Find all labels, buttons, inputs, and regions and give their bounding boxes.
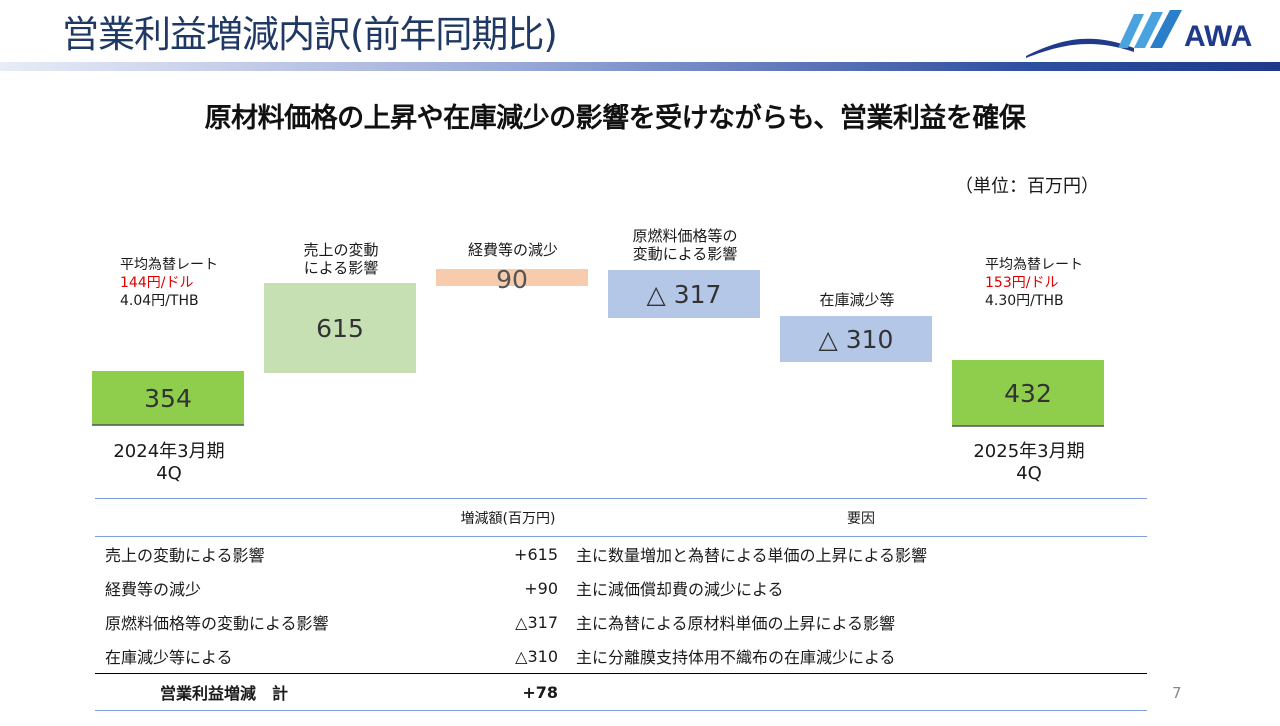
table-total-row: 営業利益増減 計 +78 <box>95 673 1147 711</box>
waterfall-bar <box>780 316 932 362</box>
table-cell-item: 営業利益増減 計 <box>95 673 457 711</box>
bar-label-line: 売上の変動 <box>303 241 379 259</box>
waterfall-bar <box>92 371 244 425</box>
table-header-row: 増減額(百万円) 要因 <box>95 498 1147 537</box>
table-cell-item: 経費等の減少 <box>105 580 202 599</box>
bar-label-raw-materials: 原燃料価格等の 変動による影響 <box>609 227 761 263</box>
bar-value-label: 90 <box>496 265 528 294</box>
period-label-end: 2025年3月期 4Q <box>954 441 1104 485</box>
period-line: 4Q <box>156 463 182 484</box>
bar-value-label: 615 <box>316 314 364 343</box>
logo-text: AWA <box>1184 20 1252 53</box>
logo-stripe <box>1134 12 1163 48</box>
table-cell-amount: △310 <box>515 646 558 666</box>
waterfall-bar <box>608 270 760 318</box>
bar-value-label: △ 310 <box>819 325 894 354</box>
table-cell-reason: 主に為替による原材料単価の上昇による影響 <box>576 614 896 633</box>
table-header-cell: 要因 <box>562 498 1147 537</box>
fx-title: 平均為替レート <box>985 257 1083 273</box>
waterfall-bar <box>952 360 1104 426</box>
unit-label: （単位：百万円） <box>955 176 1099 197</box>
logo-stripe <box>1150 10 1182 48</box>
bar-label-line: 在庫減少等 <box>819 291 895 309</box>
table-row: 在庫減少等による △310 主に分離膜支持体用不織布の在庫減少による <box>95 639 1147 674</box>
company-logo: AWA <box>1026 10 1252 58</box>
period-line: 2024年3月期 <box>113 441 225 462</box>
table-row: 売上の変動による影響 +615 主に数量増加と為替による単価の上昇による影響 <box>95 537 1147 572</box>
waterfall-chart: 354 615 90 △ 317 △ 310 432 <box>92 265 1104 427</box>
fx-rate-left: 平均為替レート 144円/ドル 4.04円/THB <box>120 256 218 310</box>
fx-rate-right: 平均為替レート 153円/ドル 4.30円/THB <box>985 256 1083 310</box>
table-cell-amount: △317 <box>515 612 558 632</box>
table-cell-reason <box>562 673 1147 711</box>
table-cell-amount: +615 <box>514 544 558 564</box>
logo-stripe <box>1118 14 1144 48</box>
waterfall-bar <box>264 283 416 373</box>
fx-thb: 4.30円/THB <box>985 293 1064 309</box>
page-title: 営業利益増減内訳(前年同期比) <box>62 13 558 56</box>
bar-label-expenses: 経費等の減少 <box>437 241 589 259</box>
table-row: 経費等の減少 +90 主に減価償却費の減少による <box>95 571 1147 605</box>
table-cell-item: 売上の変動による影響 <box>105 546 265 565</box>
table-cell-reason: 主に減価償却費の減少による <box>576 580 784 599</box>
bar-label-sales: 売上の変動 による影響 <box>266 241 416 277</box>
table-header-cell <box>95 498 457 537</box>
table-cell-amount: +90 <box>524 578 558 598</box>
bar-label-line: 変動による影響 <box>632 245 738 263</box>
bar-value-label: △ 317 <box>647 280 722 309</box>
table-header-cell: 増減額(百万円) <box>457 498 562 537</box>
period-line: 2025年3月期 <box>973 441 1085 462</box>
table-cell-amount: +78 <box>457 673 562 711</box>
bar-label-line: 原燃料価格等の <box>632 227 738 245</box>
bar-label-line: 経費等の減少 <box>467 241 558 259</box>
table-row: 原燃料価格等の変動による影響 △317 主に為替による原材料単価の上昇による影響 <box>95 605 1147 639</box>
bar-label-inventory: 在庫減少等 <box>781 291 933 309</box>
slide-subtitle: 原材料価格の上昇や在庫減少の影響を受けながらも、営業利益を確保 <box>204 103 1026 134</box>
table-cell-reason: 主に数量増加と為替による単価の上昇による影響 <box>576 546 928 565</box>
fx-thb: 4.04円/THB <box>120 293 199 309</box>
fx-usd: 144円/ドル <box>120 275 194 291</box>
waterfall-bar <box>436 269 588 286</box>
fx-title: 平均為替レート <box>120 257 218 273</box>
table-cell-item: 在庫減少等による <box>105 648 233 667</box>
breakdown-table: 増減額(百万円) 要因 売上の変動による影響 +615 主に数量増加と為替による… <box>95 498 1147 711</box>
header-divider-bar <box>0 62 1280 71</box>
period-line: 4Q <box>1016 463 1042 484</box>
bar-value-label: 354 <box>144 384 192 413</box>
table-cell-reason: 主に分離膜支持体用不織布の在庫減少による <box>576 648 896 667</box>
period-label-start: 2024年3月期 4Q <box>94 441 244 485</box>
bar-label-line: による影響 <box>303 259 379 277</box>
fx-usd: 153円/ドル <box>985 275 1059 291</box>
bar-value-label: 432 <box>1004 379 1052 408</box>
table-cell-item: 原燃料価格等の変動による影響 <box>105 614 329 633</box>
logo-wave <box>1026 38 1134 58</box>
page-number: 7 <box>1172 684 1182 702</box>
